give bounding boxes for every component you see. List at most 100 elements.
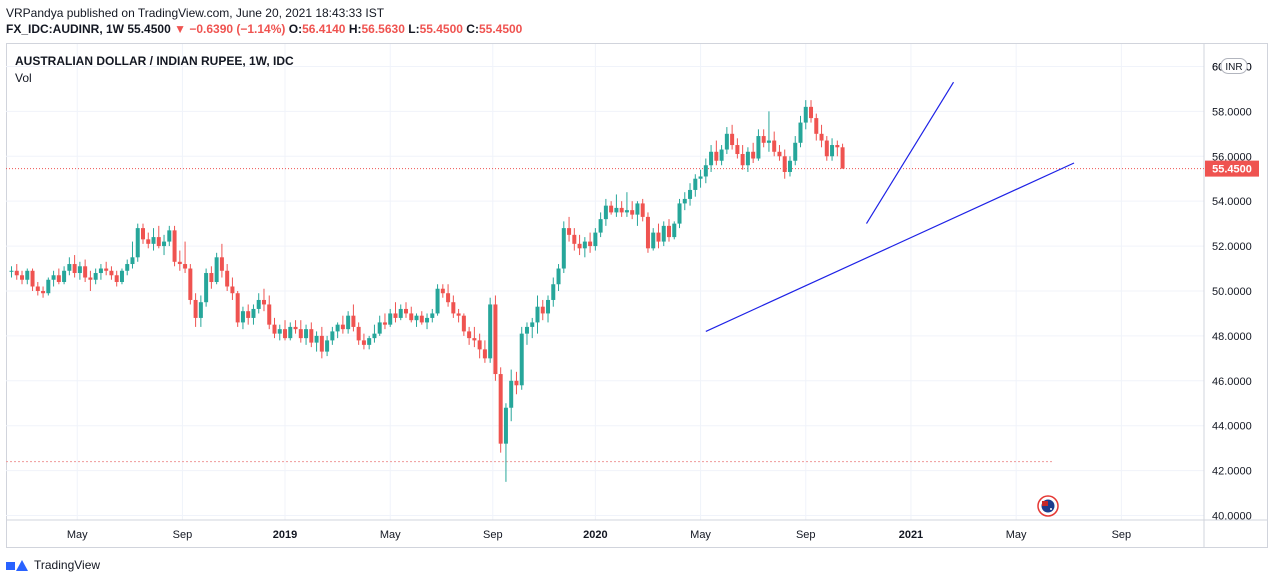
- candle-body: [246, 311, 251, 318]
- candle-body: [393, 313, 398, 318]
- candle-body: [677, 203, 682, 224]
- candle-body: [98, 268, 103, 274]
- candle-body: [503, 407, 508, 444]
- last-price: 55.4500: [127, 22, 171, 36]
- candle-body: [614, 207, 619, 213]
- candle-body: [214, 257, 219, 282]
- candle-body: [135, 228, 140, 258]
- candle-body: [777, 151, 782, 157]
- candle-body: [824, 140, 829, 157]
- down-arrow-icon: ▼: [174, 22, 186, 36]
- candle-body: [146, 239, 151, 244]
- candle-body: [388, 313, 393, 325]
- candle-body: [230, 286, 235, 294]
- candle-body: [724, 133, 729, 150]
- x-tick-label: May: [380, 529, 401, 541]
- candle-body: [435, 288, 440, 314]
- low-label: L:: [408, 22, 420, 36]
- candle-body: [304, 329, 309, 339]
- candle-body: [535, 306, 540, 323]
- candle-body: [188, 268, 193, 300]
- candle-body: [730, 133, 735, 146]
- candle-body: [688, 189, 693, 199]
- candle-body: [787, 160, 792, 172]
- flag-canton: [1042, 501, 1048, 506]
- candle-body: [488, 304, 493, 359]
- close-label: C:: [466, 22, 479, 36]
- last-price-tag-label: 55.4500: [1212, 164, 1252, 176]
- candle-body: [803, 106, 808, 123]
- candle-body: [209, 273, 214, 282]
- candle-body: [56, 275, 61, 282]
- candle-body: [835, 145, 840, 148]
- candle-body: [204, 273, 209, 303]
- candle-body: [293, 326, 298, 330]
- candle-body: [41, 290, 46, 294]
- candle-body: [672, 223, 677, 238]
- candle-body: [519, 333, 524, 386]
- candle-body: [645, 216, 650, 249]
- candle-body: [477, 340, 482, 350]
- candle-body: [398, 308, 403, 318]
- candle-body: [261, 299, 266, 305]
- candle-body: [156, 237, 161, 247]
- candle-body: [30, 270, 35, 287]
- y-tick-label: 58.0000: [1212, 106, 1252, 118]
- candle-body: [283, 329, 288, 339]
- x-tick-label: May: [690, 529, 711, 541]
- candle-body: [125, 264, 130, 271]
- candle-body: [482, 349, 487, 359]
- channel-line: [705, 162, 1075, 332]
- candle-body: [314, 335, 319, 343]
- candle-body: [46, 279, 51, 294]
- x-tick-label: Sep: [1112, 529, 1132, 541]
- candle-body: [540, 306, 545, 314]
- candle-body: [130, 257, 135, 265]
- candle-body: [193, 299, 198, 318]
- candle-body: [372, 333, 377, 339]
- x-tick-label: May: [67, 529, 88, 541]
- candle-body: [88, 277, 93, 280]
- candle-body: [524, 326, 529, 334]
- candle-body: [814, 118, 819, 134]
- candle-body: [183, 264, 188, 269]
- footer-brand[interactable]: TradingView: [6, 558, 100, 572]
- candle-body: [640, 203, 645, 217]
- candle-body: [267, 304, 272, 325]
- candle-body: [335, 324, 340, 332]
- candle-body: [530, 322, 535, 327]
- y-tick-label: 54.0000: [1212, 196, 1252, 208]
- candle-body: [272, 324, 277, 334]
- y-tick-label: 48.0000: [1212, 331, 1252, 343]
- high-value: 56.5630: [361, 22, 405, 36]
- candle-body: [14, 270, 19, 276]
- candle-body: [682, 198, 687, 204]
- candle-body: [809, 106, 814, 119]
- flag-star: [1050, 508, 1052, 510]
- candle-body: [456, 313, 461, 316]
- candle-body: [346, 315, 351, 330]
- candle-body: [582, 241, 587, 249]
- candle-body: [756, 136, 761, 159]
- open-value: 56.4140: [302, 22, 346, 36]
- candle-body: [624, 210, 629, 213]
- candle-body: [630, 210, 635, 215]
- candle-body: [745, 151, 750, 166]
- candle-body: [661, 225, 666, 242]
- x-tick-label: 2021: [899, 529, 923, 541]
- candle-body: [72, 264, 77, 274]
- candle-body: [703, 165, 708, 177]
- candle-body: [251, 308, 256, 318]
- candle-body: [330, 331, 335, 341]
- candle-body: [356, 326, 361, 341]
- candle-body: [409, 313, 414, 321]
- candle-body: [546, 299, 551, 314]
- candle-body: [198, 302, 203, 318]
- chart-frame[interactable]: [6, 43, 1268, 548]
- y-tick-label: 44.0000: [1212, 421, 1252, 433]
- candle-body: [20, 275, 25, 280]
- candle-body: [609, 205, 614, 213]
- candle-body: [751, 151, 756, 159]
- candle-body: [830, 145, 835, 157]
